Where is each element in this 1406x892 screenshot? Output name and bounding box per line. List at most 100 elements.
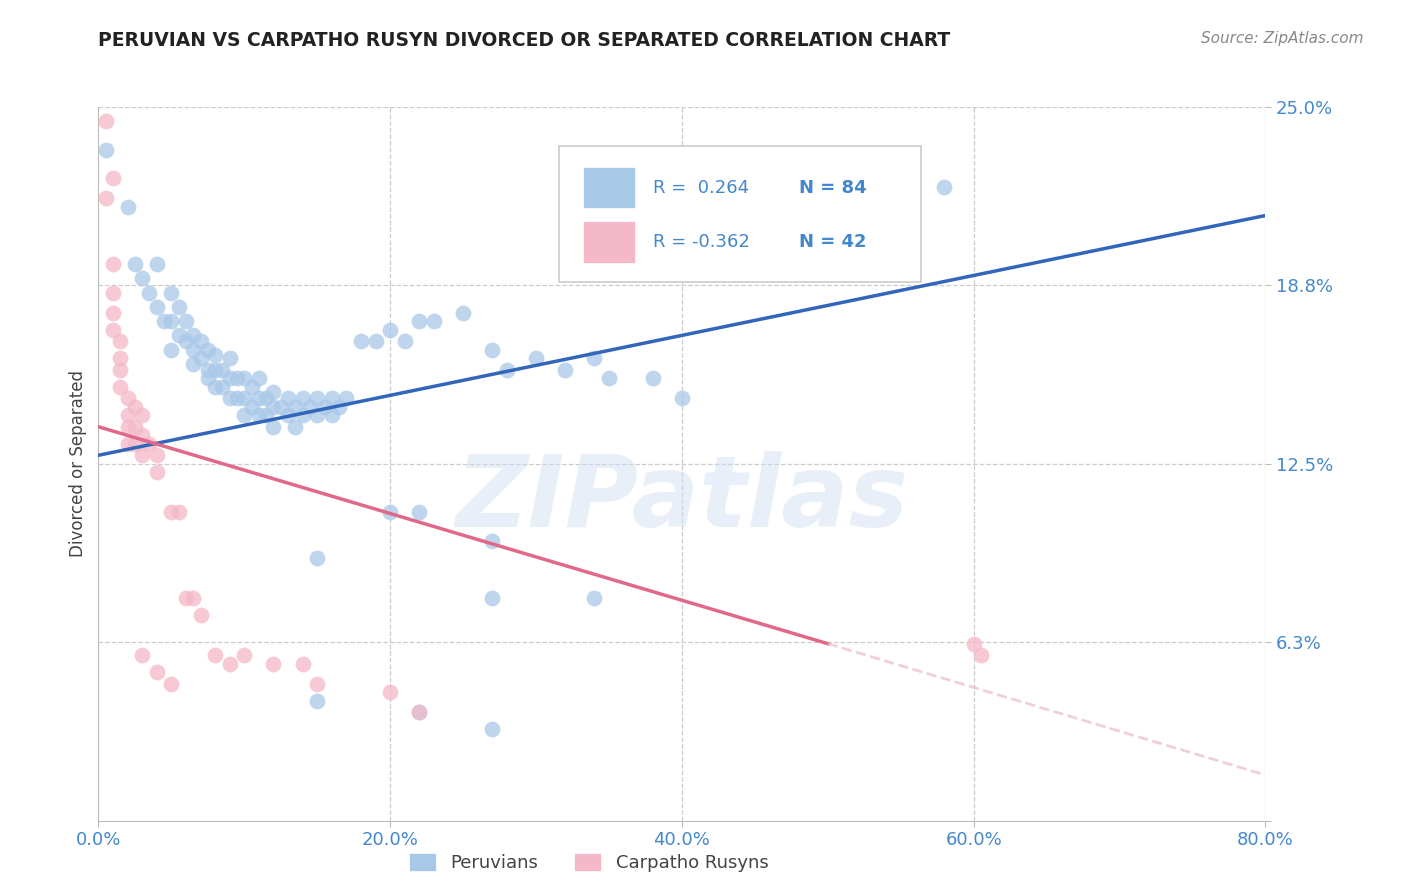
Point	[146, 448, 169, 462]
Text: R =  0.264: R = 0.264	[652, 178, 749, 196]
Point	[138, 285, 160, 300]
Point	[233, 391, 256, 405]
Point	[131, 409, 153, 423]
Point	[110, 362, 132, 376]
Point	[160, 285, 183, 300]
Point	[307, 694, 329, 708]
Point	[408, 705, 430, 719]
Point	[408, 505, 430, 519]
Point	[146, 466, 169, 480]
Point	[321, 409, 343, 423]
Text: Source: ZipAtlas.com: Source: ZipAtlas.com	[1201, 31, 1364, 46]
Point	[101, 323, 124, 337]
Point	[197, 343, 219, 357]
Point	[583, 351, 606, 366]
Point	[270, 400, 292, 414]
Point	[218, 657, 240, 671]
Point	[117, 200, 139, 214]
Point	[350, 334, 373, 348]
Point	[124, 419, 146, 434]
Point	[190, 334, 212, 348]
Point	[307, 409, 329, 423]
Text: N = 42: N = 42	[799, 233, 866, 251]
Point	[204, 380, 226, 394]
Point	[101, 257, 124, 271]
Point	[641, 371, 664, 385]
Text: PERUVIAN VS CARPATHO RUSYN DIVORCED OR SEPARATED CORRELATION CHART: PERUVIAN VS CARPATHO RUSYN DIVORCED OR S…	[98, 31, 950, 50]
Point	[481, 591, 503, 605]
Point	[146, 257, 169, 271]
Point	[291, 391, 314, 405]
Point	[314, 400, 336, 414]
Point	[160, 505, 183, 519]
Point	[101, 285, 124, 300]
Point	[174, 591, 197, 605]
Point	[394, 334, 416, 348]
Point	[146, 300, 169, 314]
Point	[218, 371, 240, 385]
Point	[190, 351, 212, 366]
Point	[247, 391, 270, 405]
Point	[247, 409, 270, 423]
Point	[524, 351, 547, 366]
Point	[117, 409, 139, 423]
Point	[970, 648, 993, 662]
Point	[211, 362, 233, 376]
Point	[138, 437, 160, 451]
Point	[190, 608, 212, 623]
Point	[233, 648, 256, 662]
Point	[247, 371, 270, 385]
Point	[254, 391, 277, 405]
Point	[262, 400, 284, 414]
Point	[233, 371, 256, 385]
Point	[124, 257, 146, 271]
Point	[181, 343, 204, 357]
Point	[181, 328, 204, 343]
Point	[167, 328, 190, 343]
Point	[124, 400, 146, 414]
Point	[160, 314, 183, 328]
Text: N = 84: N = 84	[799, 178, 866, 196]
Point	[408, 314, 430, 328]
Text: ZIPatlas: ZIPatlas	[456, 451, 908, 548]
Point	[291, 657, 314, 671]
Point	[226, 371, 249, 385]
Point	[481, 533, 503, 548]
Point	[262, 657, 284, 671]
Point	[218, 391, 240, 405]
Point	[277, 409, 299, 423]
Point	[378, 323, 402, 337]
Point	[378, 505, 402, 519]
Point	[934, 180, 956, 194]
Bar	[582, 167, 636, 209]
Legend: Peruvians, Carpatho Rusyns: Peruvians, Carpatho Rusyns	[402, 846, 776, 880]
Point	[291, 409, 314, 423]
Point	[146, 665, 169, 680]
Point	[167, 505, 190, 519]
Point	[254, 409, 277, 423]
Point	[160, 676, 183, 690]
Point	[204, 362, 226, 376]
Point	[284, 400, 307, 414]
Point	[335, 391, 357, 405]
Point	[262, 419, 284, 434]
Point	[321, 391, 343, 405]
Point	[110, 334, 132, 348]
Point	[204, 648, 226, 662]
Point	[117, 391, 139, 405]
Point	[364, 334, 387, 348]
Point	[598, 371, 620, 385]
Point	[131, 648, 153, 662]
Point	[218, 351, 240, 366]
Point	[124, 437, 146, 451]
Point	[101, 171, 124, 186]
Point	[554, 362, 576, 376]
Point	[181, 591, 204, 605]
Point	[481, 723, 503, 737]
Point	[307, 676, 329, 690]
Point	[131, 448, 153, 462]
Point	[94, 143, 117, 157]
Point	[495, 362, 517, 376]
Point	[211, 380, 233, 394]
Point	[307, 391, 329, 405]
